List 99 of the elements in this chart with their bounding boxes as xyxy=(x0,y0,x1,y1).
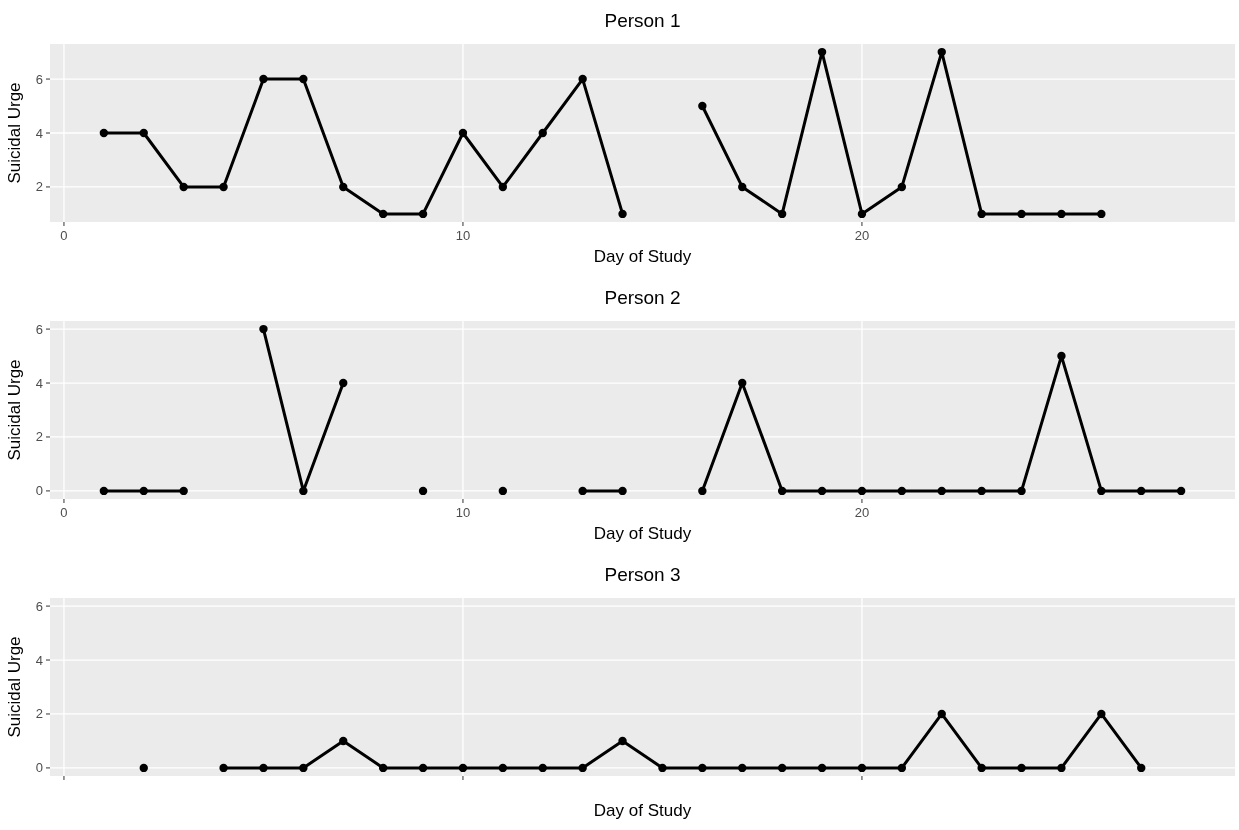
point xyxy=(698,101,707,111)
y-tick-label: 0 xyxy=(35,483,43,499)
point xyxy=(698,763,707,773)
point xyxy=(139,486,148,496)
point xyxy=(1017,763,1026,773)
point xyxy=(1057,351,1066,361)
y-tick-label: 6 xyxy=(35,71,43,87)
point xyxy=(578,486,587,496)
point xyxy=(897,182,907,192)
chart-title: Person 3 xyxy=(604,564,681,585)
y-axis-title: Suicidal Urge xyxy=(5,82,24,184)
point xyxy=(99,486,109,496)
y-axis-title: Suicidal Urge xyxy=(5,359,24,461)
point xyxy=(777,486,787,496)
point xyxy=(618,209,627,219)
point xyxy=(1176,486,1186,496)
point xyxy=(1017,209,1026,219)
point xyxy=(777,209,787,219)
point xyxy=(139,763,148,773)
x-axis-title: Day of Study xyxy=(593,524,692,543)
point xyxy=(99,128,109,138)
point xyxy=(738,182,747,192)
y-tick-label: 4 xyxy=(35,652,43,668)
point xyxy=(299,74,308,84)
point xyxy=(658,763,667,773)
point xyxy=(259,324,268,334)
point xyxy=(857,763,867,773)
point xyxy=(179,486,188,496)
point xyxy=(179,182,188,192)
y-axis-title: Suicidal Urge xyxy=(5,636,24,738)
point xyxy=(498,486,508,496)
point xyxy=(698,486,707,496)
point xyxy=(977,763,986,773)
point xyxy=(378,209,388,219)
y-tick-label: 2 xyxy=(35,429,43,445)
point xyxy=(498,763,508,773)
y-tick-label: 6 xyxy=(35,598,43,614)
point xyxy=(1137,763,1146,773)
point xyxy=(937,709,946,719)
x-tick-label: 0 xyxy=(60,228,68,243)
point xyxy=(1097,709,1106,719)
point xyxy=(139,128,148,138)
point xyxy=(738,763,747,773)
point xyxy=(937,47,946,57)
y-tick-label: 4 xyxy=(35,375,43,391)
point xyxy=(817,486,827,496)
point xyxy=(857,486,867,496)
point xyxy=(977,486,986,496)
point xyxy=(259,763,268,773)
point xyxy=(777,763,787,773)
point xyxy=(299,486,308,496)
x-tick-label: 20 xyxy=(854,505,870,520)
point xyxy=(538,128,547,138)
point xyxy=(817,763,827,773)
point xyxy=(418,763,428,773)
point xyxy=(339,736,348,746)
point xyxy=(498,182,508,192)
point xyxy=(817,47,827,57)
point xyxy=(458,128,468,138)
x-axis-title: Day of Study xyxy=(593,801,692,820)
point xyxy=(1057,209,1066,219)
point xyxy=(339,378,348,388)
point xyxy=(897,763,907,773)
point xyxy=(738,378,747,388)
point xyxy=(1097,209,1106,219)
x-tick-label: 10 xyxy=(455,505,471,520)
point xyxy=(618,486,627,496)
point xyxy=(977,209,986,219)
point xyxy=(299,763,308,773)
y-tick-label: 6 xyxy=(35,321,43,337)
point xyxy=(458,763,468,773)
y-tick-label: 0 xyxy=(35,760,43,776)
point xyxy=(1017,486,1026,496)
point xyxy=(418,486,428,496)
x-tick-label: 20 xyxy=(854,228,870,243)
x-axis-title: Day of Study xyxy=(593,247,692,266)
x-tick-label: 10 xyxy=(455,228,471,243)
chart-title: Person 1 xyxy=(604,10,681,31)
point xyxy=(578,763,587,773)
point xyxy=(259,74,268,84)
point xyxy=(1137,486,1146,496)
point xyxy=(897,486,907,496)
point xyxy=(937,486,946,496)
y-tick-label: 2 xyxy=(35,179,43,195)
y-tick-label: 2 xyxy=(35,706,43,722)
point xyxy=(378,763,388,773)
point xyxy=(418,209,428,219)
point xyxy=(538,763,547,773)
point xyxy=(1057,763,1066,773)
point xyxy=(857,209,867,219)
point xyxy=(578,74,587,84)
point xyxy=(1097,486,1106,496)
point xyxy=(339,182,348,192)
chart-title: Person 2 xyxy=(604,287,681,308)
point xyxy=(219,763,228,773)
x-tick-label: 0 xyxy=(60,505,68,520)
point xyxy=(219,182,228,192)
y-tick-label: 4 xyxy=(35,125,43,141)
point xyxy=(618,736,627,746)
